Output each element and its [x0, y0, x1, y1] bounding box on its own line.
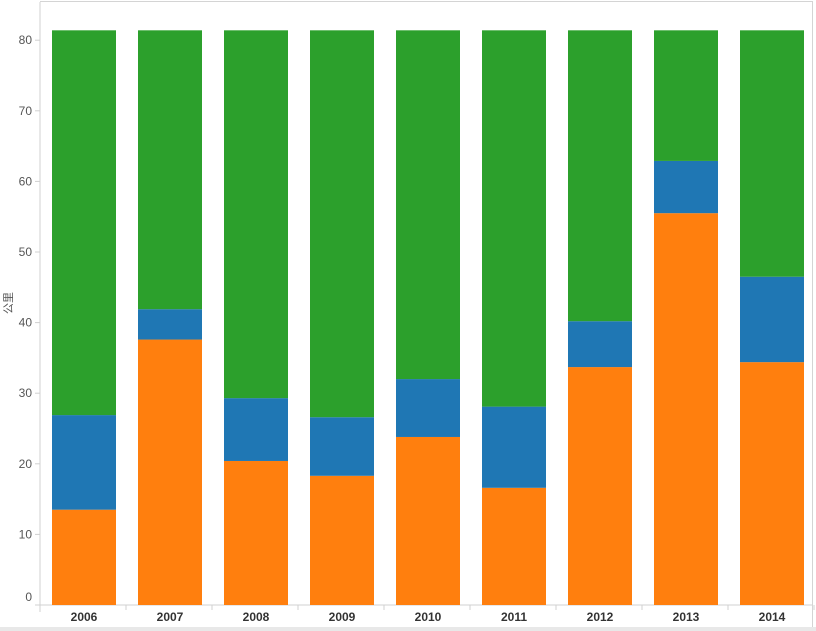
x-tick-label: 2014: [759, 610, 786, 624]
x-tick-label: 2006: [71, 610, 98, 624]
bar-green-2007[interactable]: [138, 30, 202, 310]
bar-blue-2014[interactable]: [740, 276, 804, 363]
bar-orange-2006[interactable]: [52, 509, 116, 605]
y-axis-title: 公里: [2, 292, 15, 314]
bar-green-2006[interactable]: [52, 30, 116, 416]
bottom-scroll-area: [0, 627, 816, 631]
x-tick-label: 2009: [329, 610, 356, 624]
bar-orange-2010[interactable]: [396, 436, 460, 605]
bar-orange-2007[interactable]: [138, 339, 202, 605]
bar-green-2009[interactable]: [310, 30, 374, 418]
x-tick-label: 2008: [243, 610, 270, 624]
x-tick-label: 2013: [673, 610, 700, 624]
bar-blue-2010[interactable]: [396, 379, 460, 437]
x-tick-label: 2011: [501, 610, 527, 624]
bar-orange-2011[interactable]: [482, 487, 546, 605]
y-tick-label: 20: [19, 457, 33, 471]
bar-blue-2006[interactable]: [52, 415, 116, 510]
bar-orange-2013[interactable]: [654, 213, 718, 606]
bar-orange-2009[interactable]: [310, 475, 374, 605]
y-tick-label: 40: [19, 316, 33, 330]
bar-green-2011[interactable]: [482, 30, 546, 407]
bar-blue-2013[interactable]: [654, 160, 718, 214]
y-tick-label: 80: [19, 33, 33, 47]
bar-blue-2007[interactable]: [138, 309, 202, 340]
y-tick-label: 0: [25, 590, 32, 604]
y-tick-label: 50: [19, 245, 33, 259]
bar-green-2008[interactable]: [224, 30, 288, 399]
bar-blue-2008[interactable]: [224, 398, 288, 461]
bar-blue-2011[interactable]: [482, 406, 546, 488]
x-tick-label: 2010: [415, 610, 442, 624]
bar-green-2013[interactable]: [654, 30, 718, 161]
bar-orange-2012[interactable]: [568, 367, 632, 605]
bar-orange-2014[interactable]: [740, 362, 804, 605]
bar-green-2012[interactable]: [568, 30, 632, 322]
x-tick-label: 2012: [587, 610, 614, 624]
y-tick-label: 30: [19, 386, 33, 400]
bar-green-2014[interactable]: [740, 30, 804, 277]
bar-green-2010[interactable]: [396, 30, 460, 380]
y-tick-label: 10: [19, 527, 33, 541]
y-tick-label: 70: [19, 104, 33, 118]
plot-frame: [40, 1, 813, 630]
bar-orange-2008[interactable]: [224, 460, 288, 605]
y-tick-label: 60: [19, 174, 33, 188]
x-tick-label: 2007: [157, 610, 184, 624]
bar-blue-2009[interactable]: [310, 417, 374, 476]
bar-blue-2012[interactable]: [568, 321, 632, 368]
